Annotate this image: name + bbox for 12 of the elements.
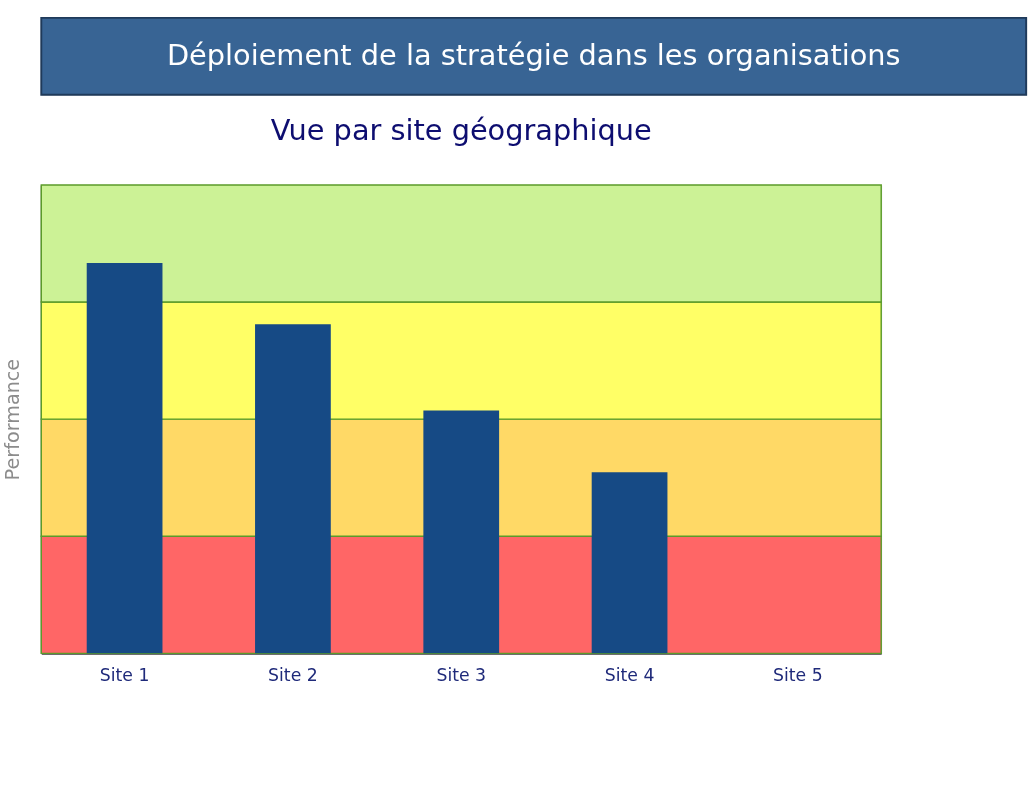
chart-title: Déploiement de la stratégie dans les organisations bbox=[166, 37, 901, 72]
x-tick-label: Site 1 bbox=[99, 664, 150, 685]
x-tick-label: Site 3 bbox=[436, 664, 487, 685]
bar bbox=[255, 324, 331, 654]
x-tick-label: Site 4 bbox=[604, 664, 655, 685]
bar bbox=[591, 472, 668, 654]
x-tick-label: Site 2 bbox=[268, 664, 318, 685]
chart-subtitle: Vue par site géographique bbox=[270, 113, 652, 148]
y-axis-title: Performance bbox=[0, 358, 24, 481]
x-tick-label: Site 5 bbox=[773, 664, 823, 685]
bar bbox=[423, 410, 500, 654]
bar bbox=[86, 262, 163, 654]
